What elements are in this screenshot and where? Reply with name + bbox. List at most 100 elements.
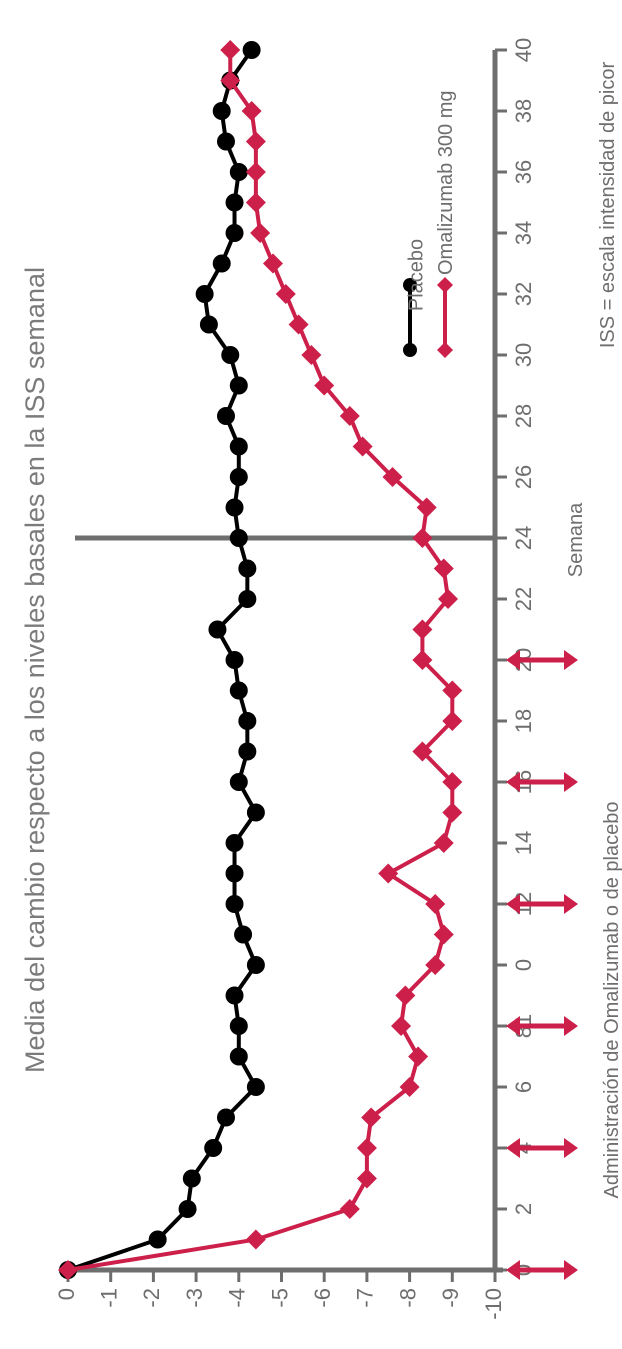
legend-marker-placebo [403,343,417,357]
data-point-placebo [229,681,248,700]
data-point-placebo [229,529,248,547]
data-point-placebo [216,132,235,151]
y-tick-label: -5 [267,1288,292,1308]
data-point-placebo [238,559,257,578]
data-point-omalizumab [220,40,241,60]
data-point-placebo [208,620,227,639]
data-point-omalizumab [399,1077,420,1097]
data-point-placebo [229,376,248,395]
data-point-omalizumab [412,619,433,640]
data-point-placebo [225,895,244,913]
y-tick-label: -2 [139,1288,164,1308]
administration-arrow-head [506,894,520,914]
data-point-placebo [229,1017,248,1035]
data-point-omalizumab [412,528,433,548]
data-point-omalizumab [262,253,283,274]
data-point-omalizumab [412,650,433,670]
x-tick-label: 0 [511,959,536,971]
data-point-placebo [182,1169,201,1188]
data-point-placebo [178,1200,197,1218]
legend-marker-omalizumab [437,277,453,293]
legend-marker-placebo [403,278,417,292]
data-point-omalizumab [356,1138,377,1158]
administration-arrow-head [564,1016,578,1036]
data-point-omalizumab [382,467,403,487]
x-tick-label: 24 [511,526,536,550]
data-point-omalizumab [433,833,454,853]
data-point-omalizumab [425,955,446,975]
x-tick-label: 30 [511,343,536,367]
data-point-omalizumab [391,1016,412,1036]
x-axis-label: Semana [565,502,587,577]
data-point-omalizumab [220,70,241,91]
x-tick-label: 26 [511,465,536,489]
administration-arrow-head [564,772,578,792]
data-point-omalizumab [245,131,266,152]
legend-label-placebo: Placebo [405,239,427,311]
x-tick-label: 6 [511,1081,536,1093]
y-tick-label: -4 [225,1288,250,1308]
legend-marker-omalizumab [437,342,453,358]
data-point-placebo [229,1047,248,1066]
data-point-placebo [229,163,248,181]
data-point-placebo [229,773,248,791]
data-point-placebo [238,742,257,761]
data-point-omalizumab [433,558,454,579]
administration-arrow-head [506,1138,520,1158]
data-point-placebo [229,437,248,456]
x-tick-label: 36 [511,160,536,184]
data-point-placebo [225,834,244,852]
y-tick-label: -6 [310,1288,335,1308]
data-point-omalizumab [245,1229,266,1250]
data-point-placebo [225,864,244,883]
data-point-placebo [212,102,231,120]
footnote: ISS = escala intensidad de picor [597,62,619,349]
data-point-placebo [148,1230,167,1249]
y-tick-label: -3 [182,1288,207,1308]
data-point-placebo [212,254,231,273]
data-point-placebo [221,346,240,364]
data-point-placebo [225,224,244,242]
administration-arrow-head [564,894,578,914]
y-tick-label: -1 [97,1288,122,1308]
data-point-omalizumab [433,924,454,945]
x-tick-label: 38 [511,99,536,123]
data-point-omalizumab [314,375,335,396]
data-point-omalizumab [339,406,360,426]
administration-arrow-head [564,1138,578,1158]
data-point-omalizumab [378,863,399,884]
data-point-placebo [225,498,244,517]
data-point-omalizumab [408,1046,429,1067]
data-point-placebo [199,315,218,334]
data-point-placebo [234,925,253,944]
data-point-placebo [204,1139,223,1157]
data-point-omalizumab [245,162,266,182]
data-point-placebo [225,651,244,669]
data-point-placebo [238,590,257,608]
data-point-omalizumab [395,985,416,1006]
data-point-omalizumab [412,741,433,762]
y-tick-label: -10 [481,1288,506,1320]
data-point-omalizumab [442,711,463,731]
data-point-omalizumab [416,497,437,518]
chart-title: Media del cambio respecto a los niveles … [20,267,50,1073]
x-tick-label: 34 [511,221,536,245]
x-tick-label: 40 [511,38,536,62]
data-point-omalizumab [241,101,262,121]
y-tick-label: 0 [54,1288,79,1300]
data-point-placebo [216,407,235,425]
data-point-omalizumab [442,680,463,701]
data-point-omalizumab [301,345,322,365]
y-tick-label: -7 [353,1288,378,1308]
legend-label-omalizumab: Omalizumab 300 mg [435,90,457,275]
data-point-omalizumab [245,192,266,213]
administration-arrow-head [564,650,578,670]
x-tick-label: 18 [511,709,536,733]
data-point-omalizumab [442,772,463,792]
x-tick-label: 2 [511,1203,536,1215]
administration-arrow-head [506,1016,520,1036]
data-point-placebo [225,986,244,1005]
data-point-omalizumab [352,436,373,457]
data-point-omalizumab [356,1168,377,1189]
